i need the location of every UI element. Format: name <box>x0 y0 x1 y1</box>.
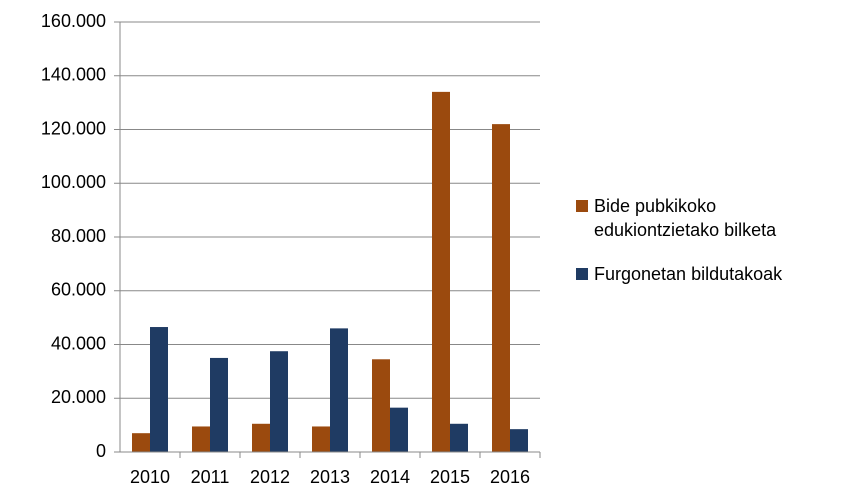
bar <box>312 426 330 452</box>
y-tick-label: 100.000 <box>41 172 106 192</box>
legend-item: Furgonetan bildutakoak <box>576 262 846 286</box>
y-tick-label: 160.000 <box>41 11 106 31</box>
x-tick-label: 2014 <box>370 467 410 487</box>
y-tick-label: 0 <box>96 441 106 461</box>
x-tick-label: 2011 <box>191 467 230 487</box>
y-tick-label: 40.000 <box>51 333 106 353</box>
y-tick-label: 140.000 <box>41 65 106 85</box>
bar <box>450 423 468 452</box>
bar <box>192 426 210 452</box>
y-tick-label: 20.000 <box>51 387 106 407</box>
x-tick-label: 2015 <box>430 467 470 487</box>
legend-swatch <box>576 200 588 212</box>
x-tick-label: 2013 <box>310 467 350 487</box>
x-tick-label: 2012 <box>250 467 290 487</box>
bar <box>432 91 450 452</box>
legend-item: Bide pubkikoko edukiontzietako bilketa <box>576 194 846 242</box>
y-tick-label: 120.000 <box>41 118 106 138</box>
bar <box>390 407 408 452</box>
bar <box>252 423 270 452</box>
bar <box>492 124 510 452</box>
bar <box>372 359 390 452</box>
bar <box>132 433 150 452</box>
bar <box>150 327 168 452</box>
x-tick-label: 2016 <box>490 467 530 487</box>
bar <box>510 429 528 452</box>
y-tick-label: 80.000 <box>51 226 106 246</box>
bar <box>210 357 228 452</box>
legend-label: Bide pubkikoko edukiontzietako bilketa <box>594 196 777 240</box>
x-tick-label: 2010 <box>130 467 170 487</box>
y-tick-label: 60.000 <box>51 280 106 300</box>
legend-label: Furgonetan bildutakoak <box>594 264 783 284</box>
legend-swatch <box>576 268 588 280</box>
bar <box>270 351 288 452</box>
bar <box>330 328 348 452</box>
